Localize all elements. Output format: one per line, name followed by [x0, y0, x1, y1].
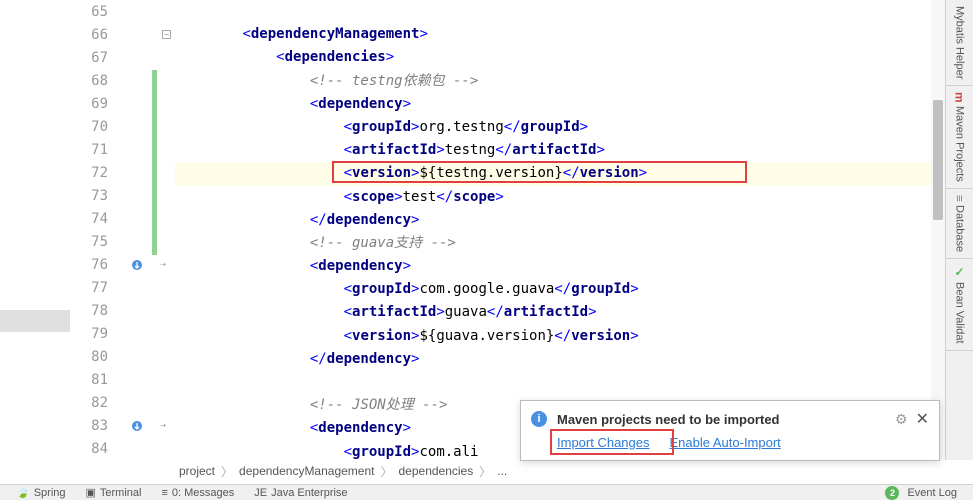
breadcrumb-bar: project〉dependencyManagement〉dependencie…	[175, 461, 511, 481]
bottom-tool-bar: 🍃Spring▣Terminal≡0: MessagesJEJava Enter…	[0, 484, 973, 500]
scroll-thumb[interactable]	[933, 100, 943, 220]
breadcrumb-item[interactable]: dependencies	[395, 464, 478, 478]
breadcrumb-item[interactable]: ...	[493, 464, 511, 478]
breadcrumb-separator: 〉	[378, 463, 394, 480]
tool-window-tab[interactable]: ✓Bean Validat	[946, 259, 973, 351]
breadcrumb-item[interactable]: project	[175, 464, 219, 478]
line-number: 77	[0, 280, 120, 296]
close-icon[interactable]: ✕	[916, 409, 929, 429]
gear-icon[interactable]: ⚙	[895, 411, 908, 428]
line-number: 73	[0, 188, 120, 204]
line-number: 67	[0, 50, 120, 66]
tool-window-tab[interactable]: ≡Database	[946, 189, 973, 259]
code-line[interactable]	[175, 0, 973, 23]
tool-window-tab[interactable]: Mybatis Helper	[946, 0, 973, 86]
enable-auto-import-link[interactable]: Enable Auto-Import	[670, 435, 781, 450]
line-number: 76	[0, 257, 120, 273]
left-panel-stub	[0, 310, 70, 332]
code-line[interactable]: <dependencyManagement>	[175, 23, 973, 46]
info-icon: i	[531, 411, 547, 427]
code-line[interactable]: <dependency>	[175, 255, 973, 278]
fold-handle[interactable]: −	[162, 30, 171, 39]
tool-button[interactable]: 🍃Spring	[6, 486, 76, 499]
code-line[interactable]: <version>${testng.version}</version>	[175, 162, 973, 185]
code-line[interactable]: <artifactId>guava</artifactId>	[175, 301, 973, 324]
code-line[interactable]: <groupId>org.testng</groupId>	[175, 116, 973, 139]
line-number: 83	[0, 418, 120, 434]
scroll-track[interactable]	[931, 0, 945, 460]
code-line[interactable]: <groupId>com.google.guava</groupId>	[175, 278, 973, 301]
code-line[interactable]: <dependencies>	[175, 46, 973, 69]
line-number: 68	[0, 73, 120, 89]
right-tool-rail: Mybatis HelpermMaven Projects≡Database✓B…	[945, 0, 973, 460]
line-number: 74	[0, 211, 120, 227]
code-line[interactable]: </dependency>	[175, 209, 973, 232]
tool-button[interactable]: ≡0: Messages	[151, 487, 244, 499]
code-line[interactable]: <!-- testng依赖包 -->	[175, 70, 973, 93]
line-number: 65	[0, 4, 120, 20]
code-area[interactable]: <dependencyManagement> <dependencies> <!…	[175, 0, 973, 460]
vcs-change-marker	[152, 70, 157, 256]
notification-title: Maven projects need to be imported	[557, 412, 887, 427]
event-log-button[interactable]: 2Event Log	[875, 486, 967, 500]
nav-gutter-icon[interactable]	[130, 258, 144, 272]
line-number: 66	[0, 27, 120, 43]
line-number: 81	[0, 372, 120, 388]
maven-import-notification: i Maven projects need to be imported ⚙ ✕…	[520, 400, 940, 461]
code-line[interactable]	[175, 371, 973, 394]
line-number: 82	[0, 395, 120, 411]
line-number: 69	[0, 96, 120, 112]
breadcrumb-separator: 〉	[477, 463, 493, 480]
import-changes-link[interactable]: Import Changes	[557, 435, 650, 450]
code-line[interactable]: </dependency>	[175, 348, 973, 371]
breadcrumb-separator: 〉	[219, 463, 235, 480]
nav-gutter-icon[interactable]	[130, 419, 144, 433]
code-line[interactable]: <dependency>	[175, 93, 973, 116]
line-number: 70	[0, 119, 120, 135]
tool-window-tab[interactable]: mMaven Projects	[946, 86, 973, 188]
editor-area: 6566−67686970717273747576⇢77787980818283…	[0, 0, 973, 460]
event-count-badge: 2	[885, 486, 899, 500]
line-number: 75	[0, 234, 120, 250]
breadcrumb-item[interactable]: dependencyManagement	[235, 464, 378, 478]
code-line[interactable]: <version>${guava.version}</version>	[175, 325, 973, 348]
code-line[interactable]: <!-- guava支持 -->	[175, 232, 973, 255]
gutter: 6566−67686970717273747576⇢77787980818283…	[0, 0, 175, 460]
tool-button[interactable]: JEJava Enterprise	[244, 487, 357, 499]
line-number: 84	[0, 441, 120, 457]
tool-button[interactable]: ▣Terminal	[76, 486, 152, 499]
line-number: 80	[0, 349, 120, 365]
line-number: 71	[0, 142, 120, 158]
code-line[interactable]: <artifactId>testng</artifactId>	[175, 139, 973, 162]
code-line[interactable]: <scope>test</scope>	[175, 186, 973, 209]
line-number: 72	[0, 165, 120, 181]
